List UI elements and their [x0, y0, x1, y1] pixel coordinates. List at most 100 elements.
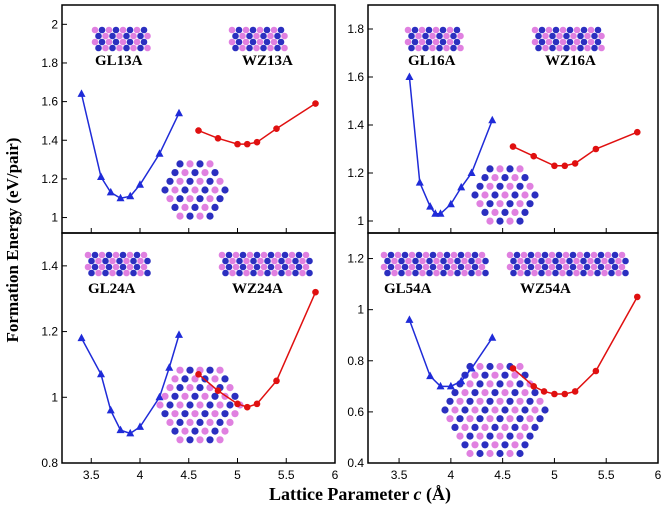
atom-illustration — [516, 415, 523, 422]
atom-illustration — [559, 270, 566, 277]
atom-illustration — [415, 45, 422, 52]
atom-illustration — [303, 252, 310, 259]
atom-illustration — [161, 186, 168, 193]
atom-illustration — [106, 39, 113, 46]
atom-illustration — [437, 252, 444, 259]
atom-illustration — [226, 264, 233, 271]
atom-illustration — [541, 406, 548, 413]
atom-illustration — [181, 375, 188, 382]
atom-illustration — [211, 204, 218, 211]
data-point — [234, 141, 241, 148]
atom-illustration — [447, 39, 454, 46]
atom-illustration — [243, 39, 250, 46]
atom-illustration — [535, 33, 542, 40]
atom-illustration — [458, 264, 465, 271]
atom-illustration — [176, 367, 183, 374]
atom-illustration — [496, 218, 503, 225]
atom-illustration — [440, 39, 447, 46]
atom-illustration — [496, 415, 503, 422]
atom-illustration — [526, 398, 533, 405]
atom-illustration — [471, 372, 478, 379]
atom-illustration — [472, 264, 479, 271]
atom-illustration — [531, 258, 538, 265]
x-tick-label: 5.5 — [598, 468, 615, 482]
atom-illustration — [419, 27, 426, 34]
atom-illustration — [501, 209, 508, 216]
atom-illustration — [419, 270, 426, 277]
data-point — [215, 387, 222, 394]
atom-illustration — [171, 428, 178, 435]
atom-illustration — [247, 264, 254, 271]
atom-illustration — [546, 39, 553, 46]
y-tick-label: 1.4 — [41, 133, 58, 147]
atom-illustration — [130, 33, 137, 40]
atom-illustration — [481, 209, 488, 216]
atom-illustration — [166, 401, 173, 408]
structure-label: GL16A — [408, 53, 456, 69]
atom-illustration — [466, 433, 473, 440]
data-point — [561, 163, 568, 170]
x-tick-label: 6 — [655, 468, 662, 482]
atom-illustration — [423, 252, 430, 259]
atom-illustration — [451, 264, 458, 271]
atom-illustration — [222, 270, 229, 277]
x-tick-label: 3.5 — [391, 468, 408, 482]
structure-label: WZ54A — [520, 281, 571, 297]
atom-illustration — [491, 191, 498, 198]
atom-illustration — [221, 410, 228, 417]
y-tick-label: 1.2 — [347, 166, 364, 180]
atom-illustration — [253, 33, 260, 40]
atom-illustration — [511, 191, 518, 198]
atom-illustration — [588, 27, 595, 34]
atom-illustration — [219, 264, 226, 271]
atom-illustration — [181, 393, 188, 400]
atom-illustration — [430, 264, 437, 271]
x-label-part: (Å) — [422, 484, 452, 505]
atom-illustration — [471, 406, 478, 413]
atom-illustration — [496, 183, 503, 190]
atom-illustration — [481, 389, 488, 396]
x-label-part: Lattice Parameter — [269, 484, 414, 504]
atom-illustration — [226, 401, 233, 408]
atom-illustration — [451, 424, 458, 431]
atom-illustration — [496, 450, 503, 457]
atom-illustration — [521, 264, 528, 271]
data-point — [175, 109, 183, 117]
atom-illustration — [229, 39, 236, 46]
atom-illustration — [181, 204, 188, 211]
atom-illustration — [127, 252, 134, 259]
atom-illustration — [531, 406, 538, 413]
atom-illustration — [211, 169, 218, 176]
atom-illustration — [201, 204, 208, 211]
atom-illustration — [598, 45, 605, 52]
atom-illustration — [591, 45, 598, 52]
atom-illustration — [491, 209, 498, 216]
structure-label: WZ24A — [232, 281, 283, 297]
atom-illustration — [416, 252, 423, 259]
atom-illustration — [560, 39, 567, 46]
x-tick-label: 4 — [137, 468, 144, 482]
atom-illustration — [191, 169, 198, 176]
atom-illustration — [216, 436, 223, 443]
atom-illustration — [517, 270, 524, 277]
atom-illustration — [116, 45, 123, 52]
atom-illustration — [458, 252, 465, 259]
atom-illustration — [123, 33, 130, 40]
atom-illustration — [486, 415, 493, 422]
atom-illustration — [216, 367, 223, 374]
atom-illustration — [216, 419, 223, 426]
atom-illustration — [595, 39, 602, 46]
atom-illustration — [501, 389, 508, 396]
atom-illustration — [440, 270, 447, 277]
atom-illustration — [563, 264, 570, 271]
y-tick-label: 1.2 — [41, 172, 58, 186]
atom-illustration — [88, 258, 95, 265]
atom-illustration — [260, 45, 267, 52]
atom-illustration — [216, 401, 223, 408]
atom-illustration — [250, 258, 257, 265]
atom-illustration — [574, 39, 581, 46]
atom-illustration — [570, 33, 577, 40]
atom-illustration — [141, 252, 148, 259]
atom-illustration — [461, 406, 468, 413]
atom-illustration — [507, 264, 514, 271]
